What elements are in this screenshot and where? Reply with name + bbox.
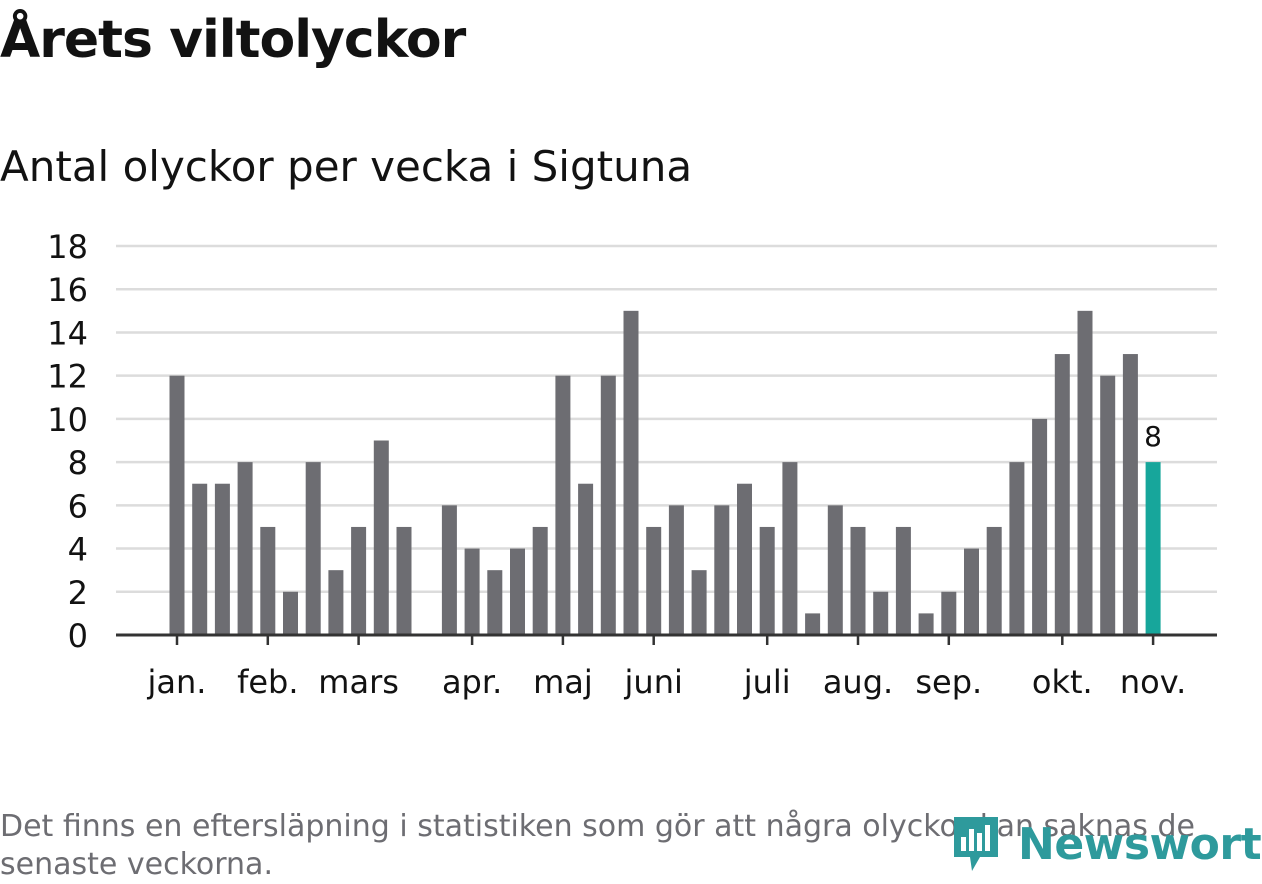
bar <box>1054 354 1070 635</box>
x-tick-label: juli <box>743 663 791 701</box>
bar-highlight <box>1145 462 1161 635</box>
bar-chart: 0 2 4 6 8 10 12 14 16 18 8 jan. feb. mars apr. maj juni j… <box>47 228 1217 701</box>
bar <box>237 462 253 635</box>
y-tick-label: 4 <box>68 531 88 569</box>
bar <box>714 505 730 635</box>
bar <box>214 483 230 635</box>
y-tick-label: 0 <box>68 617 88 655</box>
x-tick-label: nov. <box>1120 663 1186 701</box>
bar <box>873 591 889 635</box>
bar <box>668 505 684 635</box>
x-tick-label: juni <box>624 663 683 701</box>
x-tick-label: maj <box>533 663 593 701</box>
bar <box>623 310 639 635</box>
bar <box>600 375 616 635</box>
bar <box>532 526 548 635</box>
newsworthy-logo: Newsworthy <box>950 812 1262 876</box>
bar <box>986 526 1002 635</box>
bar <box>373 440 389 635</box>
x-tick-label: aug. <box>823 663 893 701</box>
bar <box>941 591 957 635</box>
bar <box>169 375 185 635</box>
bar <box>192 483 208 635</box>
x-tick-label: apr. <box>442 663 502 701</box>
bar <box>964 548 979 635</box>
bar <box>260 526 276 635</box>
newsworthy-logo-text: Newsworthy <box>1018 818 1262 870</box>
bar <box>283 591 298 635</box>
bar <box>805 613 821 635</box>
bar <box>351 526 367 635</box>
bar <box>1122 354 1138 635</box>
bar <box>555 375 571 635</box>
bar <box>895 526 911 635</box>
bar <box>850 526 866 635</box>
chart-subtitle: Antal olyckor per vecka i Sigtuna <box>0 142 693 191</box>
bar <box>827 505 843 635</box>
bar <box>578 483 594 635</box>
bar <box>305 462 321 635</box>
y-tick-label: 2 <box>68 574 88 612</box>
bar <box>328 570 344 635</box>
y-tick-label: 14 <box>47 314 88 352</box>
y-tick-label: 6 <box>68 487 88 525</box>
bar <box>759 526 775 635</box>
x-tick-label: okt. <box>1032 663 1093 701</box>
bar <box>1009 462 1025 635</box>
x-tick-label: mars <box>318 663 399 701</box>
bar <box>464 548 480 635</box>
bar <box>510 548 525 635</box>
y-tick-label: 12 <box>47 358 88 396</box>
x-tick-label: jan. <box>147 663 207 701</box>
x-tick-label: sep. <box>915 663 982 701</box>
x-tick-label: feb. <box>237 663 298 701</box>
bar <box>646 526 662 635</box>
y-tick-label: 18 <box>47 228 88 266</box>
bar <box>1077 310 1093 635</box>
bar <box>441 505 457 635</box>
bar <box>396 526 412 635</box>
bar <box>487 570 503 635</box>
y-tick-label: 8 <box>68 444 88 482</box>
bar <box>918 613 934 635</box>
bar <box>737 483 752 635</box>
y-tick-label: 10 <box>47 401 88 439</box>
bar <box>1100 375 1116 635</box>
y-tick-label: 16 <box>47 271 88 309</box>
bar <box>1032 418 1048 635</box>
chart-title: Årets viltolyckor <box>0 10 466 70</box>
bar <box>691 570 707 635</box>
bar <box>782 462 798 635</box>
bar-data-label: 8 <box>1144 420 1162 453</box>
newsworthy-logo-icon <box>954 817 998 871</box>
